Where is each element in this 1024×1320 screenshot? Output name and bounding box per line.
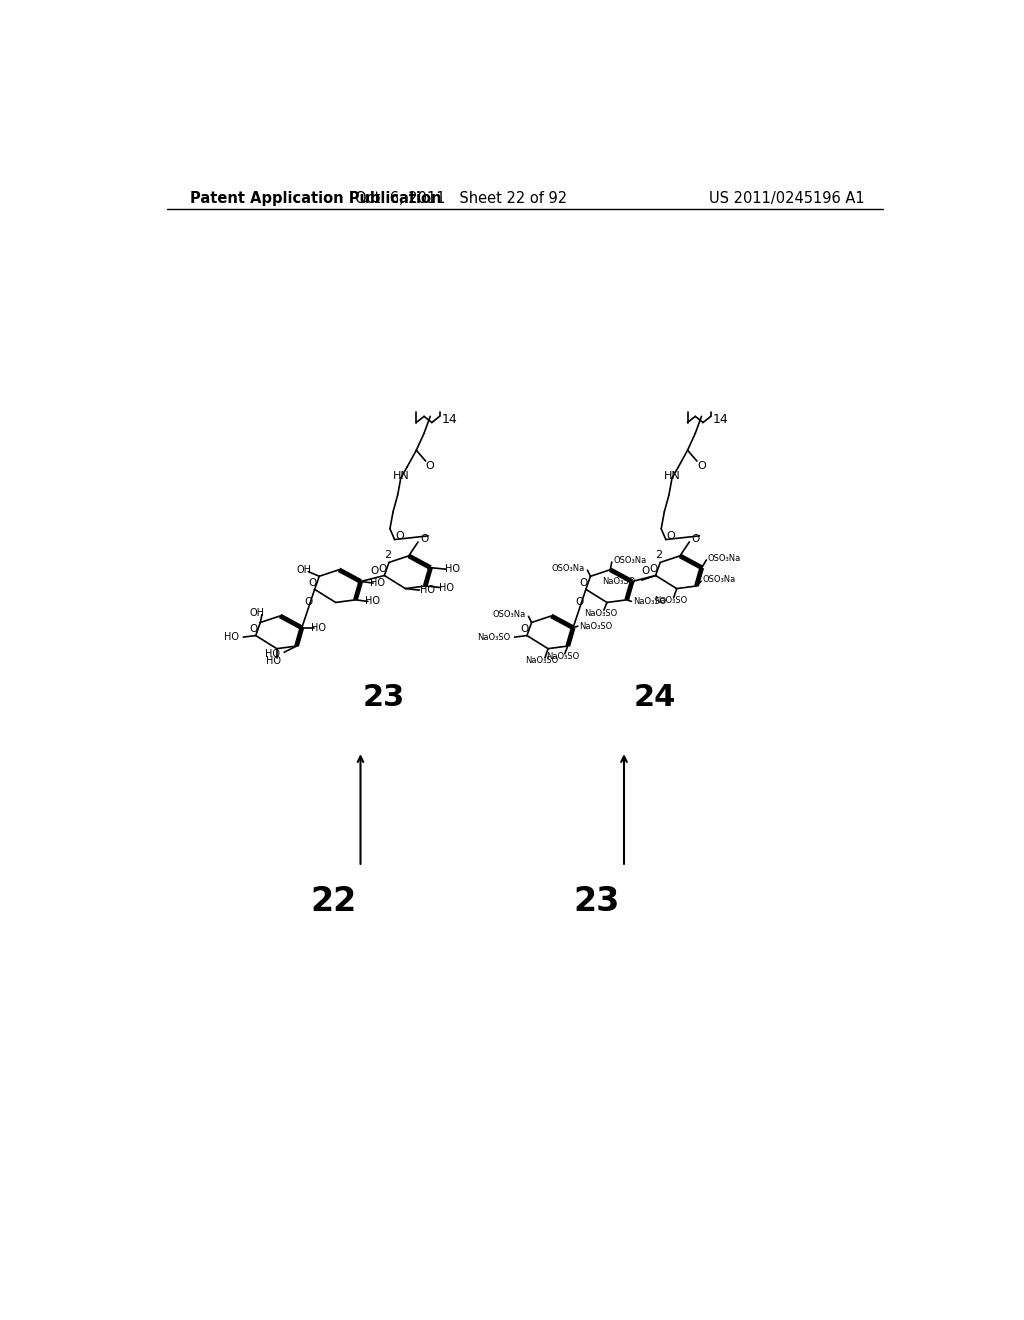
Text: O: O [308, 578, 316, 587]
Text: OSO₃Na: OSO₃Na [551, 564, 585, 573]
Text: O: O [649, 564, 657, 574]
Text: O: O [691, 533, 699, 544]
Text: HO: HO [444, 564, 460, 574]
Text: O: O [641, 566, 649, 576]
Text: HO: HO [371, 578, 385, 587]
Text: O: O [395, 531, 403, 541]
Text: O: O [420, 533, 428, 544]
Text: 23: 23 [362, 682, 404, 711]
Text: HN: HN [392, 471, 410, 482]
Text: 14: 14 [441, 413, 458, 426]
Text: NaO₃SO: NaO₃SO [654, 597, 687, 606]
Text: NaO₃SO: NaO₃SO [525, 656, 558, 665]
Text: HO: HO [223, 632, 239, 642]
Text: O: O [520, 624, 528, 634]
Text: 2: 2 [384, 549, 391, 560]
Text: NaO₃SO: NaO₃SO [580, 622, 612, 631]
Text: O: O [580, 578, 588, 587]
Text: OH: OH [296, 565, 311, 576]
Text: NaO₃SO: NaO₃SO [633, 597, 667, 606]
Text: O: O [370, 566, 378, 576]
Text: NaO₃SO: NaO₃SO [602, 577, 636, 586]
Text: 22: 22 [310, 884, 356, 917]
Text: O: O [426, 461, 434, 471]
Text: O: O [697, 461, 706, 471]
Text: HO: HO [266, 656, 282, 667]
Text: O: O [667, 531, 675, 541]
Text: HO: HO [264, 648, 280, 659]
Text: OSO₃Na: OSO₃Na [493, 610, 525, 619]
Text: OSO₃Na: OSO₃Na [613, 556, 646, 565]
Text: HN: HN [664, 471, 680, 482]
Text: HO: HO [439, 582, 455, 593]
Text: O: O [304, 598, 312, 607]
Text: HO: HO [311, 623, 327, 632]
Text: US 2011/0245196 A1: US 2011/0245196 A1 [709, 191, 864, 206]
Text: NaO₃SO: NaO₃SO [547, 652, 580, 661]
Text: HO: HO [420, 585, 434, 595]
Text: Patent Application Publication: Patent Application Publication [190, 191, 441, 206]
Text: 14: 14 [713, 413, 729, 426]
Text: NaO₃SO: NaO₃SO [476, 632, 510, 642]
Text: 24: 24 [634, 682, 676, 711]
Text: 23: 23 [573, 884, 621, 917]
Text: O: O [575, 598, 584, 607]
Text: NaO₃SO: NaO₃SO [584, 609, 617, 618]
Text: 2: 2 [655, 549, 663, 560]
Text: OH: OH [250, 609, 265, 618]
Text: O: O [249, 624, 257, 634]
Text: OSO₃Na: OSO₃Na [708, 554, 741, 562]
Text: O: O [378, 564, 386, 574]
Text: OSO₃Na: OSO₃Na [702, 576, 736, 585]
Text: HO: HO [365, 597, 380, 606]
Text: Oct. 6, 2011   Sheet 22 of 92: Oct. 6, 2011 Sheet 22 of 92 [355, 191, 567, 206]
